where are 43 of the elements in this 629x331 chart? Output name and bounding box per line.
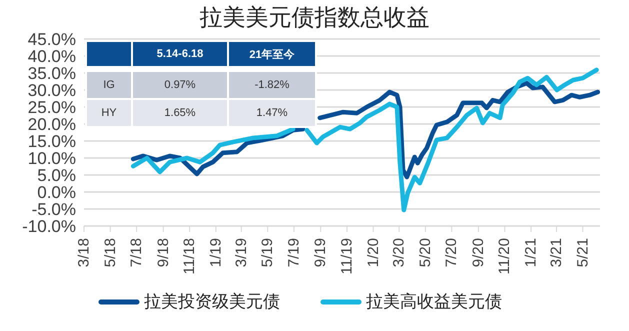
x-tick-label: 5/21 (574, 238, 592, 268)
y-tick-label: 15.0% (28, 132, 76, 152)
y-tick-label: 10.0% (28, 149, 76, 168)
legend-label: 拉美高收益美元债 (366, 291, 502, 313)
annotation: -1.82% (229, 72, 315, 98)
y-tick-label: 0.0% (37, 183, 76, 202)
y-tick-label: 5.0% (37, 166, 76, 186)
y-tick-label: 20.0% (28, 115, 76, 134)
y-tick-label: -5.0% (32, 200, 76, 220)
x-tick-label: 1/21 (522, 238, 540, 268)
y-tick-label: -10.0% (22, 217, 76, 236)
annotation: 5.14-6.18 (133, 42, 227, 66)
x-tick-label: 1/20 (364, 238, 382, 268)
chart-title: 拉美美元债指数总收益 (200, 4, 430, 30)
x-tick-label: 5/19 (259, 238, 276, 268)
x-tick-label: 3/20 (390, 238, 408, 268)
annotation: 0.97% (133, 72, 227, 98)
x-tick-label: 3/18 (76, 238, 92, 268)
x-tick-label: 7/19 (285, 238, 302, 268)
annotation: 1.65% (133, 100, 227, 126)
x-tick-label: 9/20 (470, 238, 487, 268)
y-tick-label: 35.0% (28, 64, 76, 84)
y-tick-label: 40.0% (28, 47, 76, 66)
legend-label: 拉美投资级美元债 (144, 291, 280, 313)
x-tick-label: 5/20 (416, 238, 434, 268)
x-tick-label: 5/18 (102, 238, 119, 268)
annotation: IG (87, 72, 131, 98)
x-tick-label: 11/20 (496, 238, 514, 274)
y-tick-label: 25.0% (28, 98, 76, 118)
x-tick-label: 3/21 (548, 238, 565, 268)
annotation: 21年至今 (229, 42, 315, 66)
x-tick-label: 7/20 (443, 238, 460, 268)
x-tick-label: 7/18 (128, 238, 146, 268)
y-tick-label: 45.0% (28, 30, 76, 50)
x-tick-label: 9/18 (154, 238, 172, 268)
x-tick-label: 1/19 (207, 238, 224, 268)
annotation: 1.47% (229, 100, 315, 126)
x-tick-label: 11/18 (181, 238, 198, 274)
x-tick-label: 11/19 (338, 238, 356, 274)
x-tick-label: 9/19 (312, 238, 330, 268)
y-tick-label: 30.0% (28, 81, 76, 100)
x-tick-label: 3/19 (232, 238, 250, 268)
annotation: HY (87, 100, 131, 126)
